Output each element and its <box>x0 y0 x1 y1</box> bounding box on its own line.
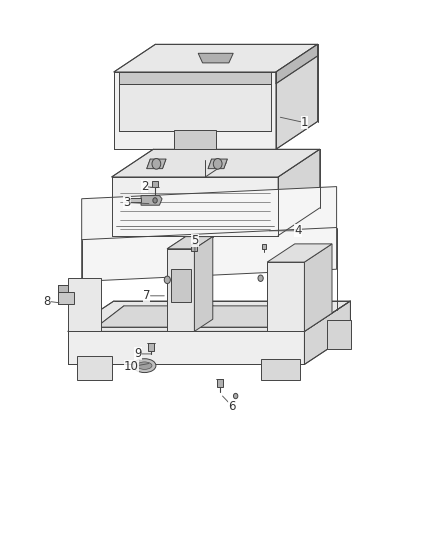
Polygon shape <box>58 292 74 304</box>
Polygon shape <box>119 84 271 131</box>
Polygon shape <box>96 306 304 327</box>
Circle shape <box>164 276 170 284</box>
Polygon shape <box>191 244 197 251</box>
Polygon shape <box>147 159 166 168</box>
Polygon shape <box>276 44 318 84</box>
Circle shape <box>152 158 161 169</box>
Circle shape <box>213 158 222 169</box>
Polygon shape <box>68 278 101 332</box>
Polygon shape <box>262 244 266 249</box>
Polygon shape <box>267 244 332 262</box>
Polygon shape <box>68 332 304 365</box>
Polygon shape <box>141 196 162 205</box>
Polygon shape <box>304 244 332 332</box>
Polygon shape <box>114 44 318 72</box>
Polygon shape <box>130 198 141 202</box>
Polygon shape <box>278 149 320 236</box>
Polygon shape <box>304 301 350 365</box>
Polygon shape <box>81 187 336 281</box>
Polygon shape <box>68 301 350 332</box>
Polygon shape <box>194 237 213 332</box>
Text: 5: 5 <box>191 235 198 251</box>
Polygon shape <box>167 249 194 332</box>
Ellipse shape <box>137 362 152 369</box>
Polygon shape <box>114 72 276 149</box>
Polygon shape <box>112 149 320 177</box>
Polygon shape <box>148 343 154 351</box>
Polygon shape <box>217 379 223 387</box>
Polygon shape <box>276 44 318 149</box>
Polygon shape <box>58 285 68 292</box>
Polygon shape <box>112 177 278 236</box>
Circle shape <box>233 393 238 399</box>
Polygon shape <box>119 72 271 84</box>
Text: 2: 2 <box>141 180 155 193</box>
Polygon shape <box>174 130 216 149</box>
Text: 10: 10 <box>124 360 149 373</box>
Polygon shape <box>152 181 158 187</box>
Polygon shape <box>328 320 352 349</box>
Text: 7: 7 <box>143 289 164 302</box>
Polygon shape <box>208 159 227 168</box>
Circle shape <box>153 198 157 203</box>
Text: 6: 6 <box>223 396 236 413</box>
Polygon shape <box>167 237 213 249</box>
Polygon shape <box>77 357 112 381</box>
Polygon shape <box>261 359 300 381</box>
Text: 9: 9 <box>134 348 151 360</box>
Polygon shape <box>171 269 191 302</box>
Text: 3: 3 <box>124 196 149 209</box>
Circle shape <box>258 275 263 281</box>
Text: 8: 8 <box>43 295 59 308</box>
Ellipse shape <box>133 359 156 373</box>
Polygon shape <box>267 262 304 332</box>
Text: 1: 1 <box>280 116 308 129</box>
Polygon shape <box>198 53 233 63</box>
Text: 4: 4 <box>269 224 302 237</box>
